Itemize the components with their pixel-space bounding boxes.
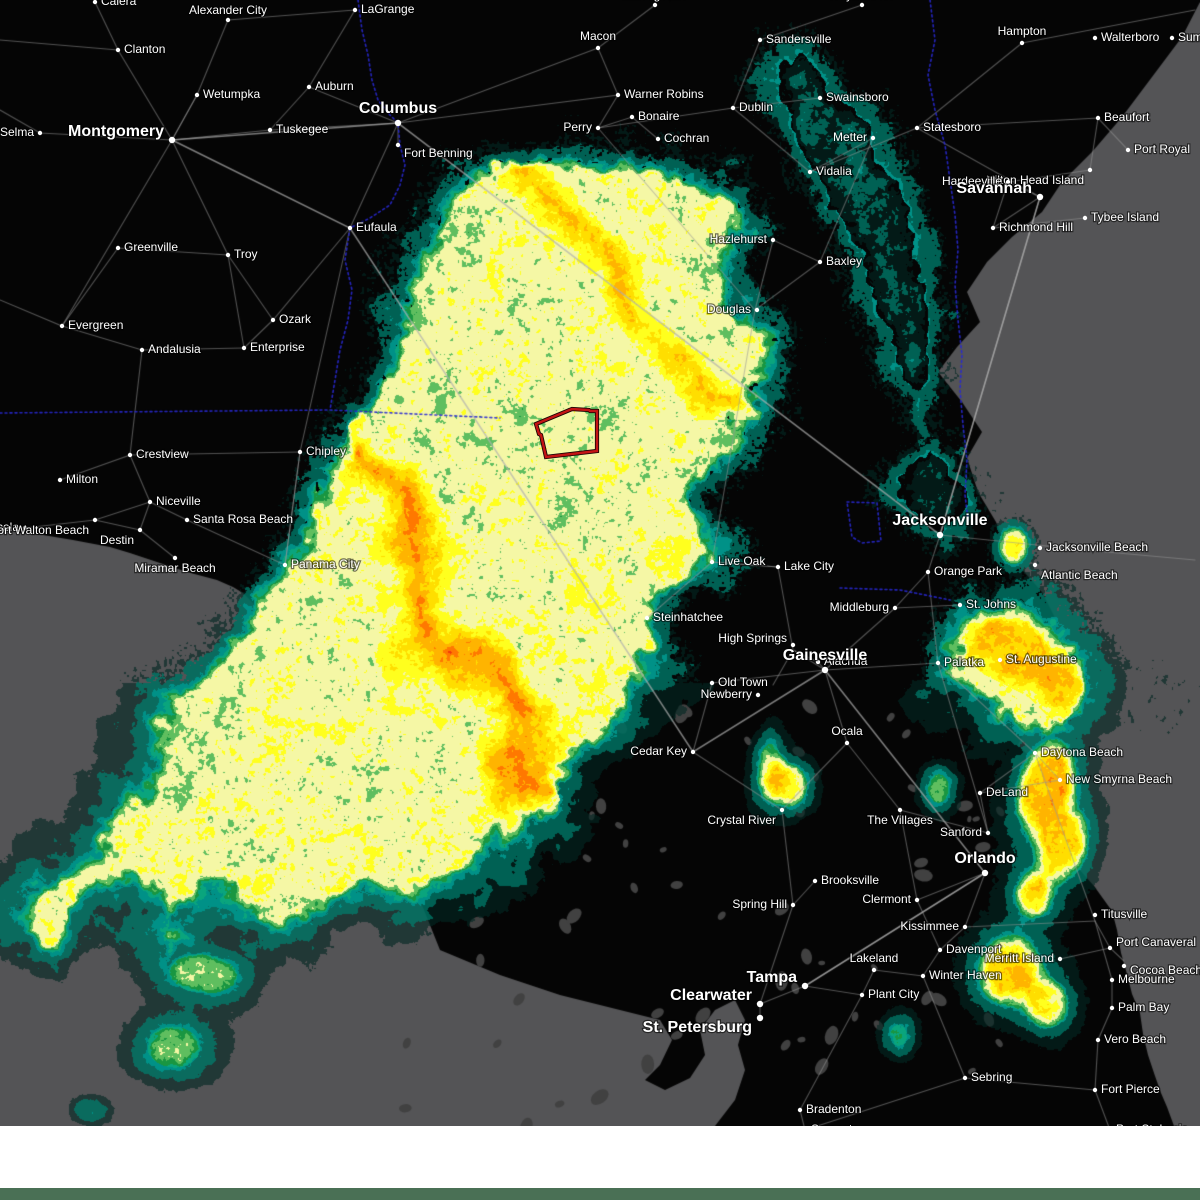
svg-text:Andalusia: Andalusia <box>148 342 201 356</box>
svg-text:Macon: Macon <box>580 29 616 43</box>
svg-text:Ozark: Ozark <box>279 312 312 326</box>
svg-text:Orlando: Orlando <box>954 850 1016 867</box>
svg-text:Gainesville: Gainesville <box>783 647 868 664</box>
svg-text:Lakeland: Lakeland <box>850 951 899 965</box>
svg-text:Miramar Beach: Miramar Beach <box>134 561 215 575</box>
svg-text:Swainsboro: Swainsboro <box>826 90 889 104</box>
svg-text:Crestview: Crestview <box>136 447 189 461</box>
svg-text:Wetumpka: Wetumpka <box>203 87 260 101</box>
svg-text:St. Petersburg: St. Petersburg <box>643 1019 752 1036</box>
svg-text:High Springs: High Springs <box>718 631 787 645</box>
svg-text:Lake City: Lake City <box>784 559 834 573</box>
svg-text:Clearwater: Clearwater <box>670 987 752 1004</box>
svg-text:Milton: Milton <box>66 472 98 486</box>
svg-text:Tybee Island: Tybee Island <box>1091 210 1159 224</box>
svg-text:Newberry: Newberry <box>701 687 752 701</box>
svg-text:Bonaire: Bonaire <box>638 109 680 123</box>
svg-text:Metter: Metter <box>833 130 867 144</box>
svg-text:Greenville: Greenville <box>124 240 178 254</box>
svg-text:Atlantic Beach: Atlantic Beach <box>1041 568 1118 582</box>
svg-text:Destin: Destin <box>100 533 134 547</box>
svg-text:Fort Pierce: Fort Pierce <box>1101 1082 1160 1096</box>
svg-text:Hazlehurst: Hazlehurst <box>710 232 768 246</box>
svg-text:Niceville: Niceville <box>156 494 201 508</box>
svg-text:Clanton: Clanton <box>124 42 165 56</box>
svg-text:Statesboro: Statesboro <box>923 120 981 134</box>
svg-text:Brooksville: Brooksville <box>821 873 879 887</box>
svg-text:Port Canaveral: Port Canaveral <box>1116 935 1196 949</box>
svg-text:Alexander City: Alexander City <box>189 3 267 17</box>
svg-text:Live Oak: Live Oak <box>718 554 766 568</box>
svg-text:Summerville: Summerville <box>1178 30 1200 44</box>
svg-text:Milledgeville: Milledgeville <box>622 0 688 2</box>
svg-text:Jacksonville: Jacksonville <box>892 512 987 529</box>
svg-text:Columbus: Columbus <box>359 100 437 117</box>
svg-text:Daytona Beach: Daytona Beach <box>1041 745 1123 759</box>
svg-text:Middleburg: Middleburg <box>830 600 889 614</box>
svg-text:Auburn: Auburn <box>315 79 354 93</box>
svg-text:Waynesboro: Waynesboro <box>829 0 896 2</box>
svg-text:Santa Rosa Beach: Santa Rosa Beach <box>193 512 293 526</box>
svg-text:Troy: Troy <box>234 247 258 261</box>
svg-text:Selma: Selma <box>0 125 34 139</box>
svg-text:Titusville: Titusville <box>1101 907 1148 921</box>
svg-text:Warner Robins: Warner Robins <box>624 87 704 101</box>
svg-text:Hampton: Hampton <box>998 24 1047 38</box>
svg-text:Crystal River: Crystal River <box>707 813 776 827</box>
svg-text:Cochran: Cochran <box>664 131 709 145</box>
svg-text:Orange Park: Orange Park <box>934 564 1003 578</box>
svg-text:Sandersville: Sandersville <box>766 32 832 46</box>
svg-text:Douglas: Douglas <box>707 302 751 316</box>
svg-text:Melbourne: Melbourne <box>1118 972 1175 986</box>
svg-text:Palm Bay: Palm Bay <box>1118 1000 1169 1014</box>
svg-text:DeLand: DeLand <box>986 785 1028 799</box>
svg-text:Steinhatchee: Steinhatchee <box>653 610 723 624</box>
svg-text:Montgomery: Montgomery <box>68 123 164 140</box>
svg-text:Clermont: Clermont <box>862 892 911 906</box>
svg-text:Richmond Hill: Richmond Hill <box>999 220 1073 234</box>
svg-text:Baxley: Baxley <box>826 254 862 268</box>
svg-text:Fort Walton Beach: Fort Walton Beach <box>0 523 89 537</box>
svg-text:Beaufort: Beaufort <box>1104 110 1150 124</box>
svg-text:Ocala: Ocala <box>831 724 863 738</box>
svg-text:St. Augustine: St. Augustine <box>1006 652 1077 666</box>
svg-text:Spring Hill: Spring Hill <box>732 897 787 911</box>
svg-text:The Villages: The Villages <box>867 813 933 827</box>
svg-text:Panama City: Panama City <box>291 557 360 571</box>
svg-text:Enterprise: Enterprise <box>250 340 305 354</box>
svg-text:Cedar Key: Cedar Key <box>630 744 687 758</box>
svg-text:Vero Beach: Vero Beach <box>1104 1032 1166 1046</box>
svg-text:Davenport: Davenport <box>946 942 1002 956</box>
svg-text:Plant City: Plant City <box>868 987 919 1001</box>
svg-text:Chipley: Chipley <box>306 444 346 458</box>
svg-text:St. Johns: St. Johns <box>966 597 1016 611</box>
svg-text:Walterboro: Walterboro <box>1101 30 1160 44</box>
svg-text:Eufaula: Eufaula <box>356 220 397 234</box>
svg-text:Port Royal: Port Royal <box>1134 142 1190 156</box>
svg-text:Kissimmee: Kissimmee <box>900 919 959 933</box>
svg-text:Palatka: Palatka <box>944 655 984 669</box>
svg-text:Bradenton: Bradenton <box>806 1102 861 1116</box>
svg-text:New Smyrna Beach: New Smyrna Beach <box>1066 772 1172 786</box>
svg-text:Sebring: Sebring <box>971 1070 1012 1084</box>
svg-text:Sanford: Sanford <box>940 825 982 839</box>
svg-text:Dublin: Dublin <box>739 100 773 114</box>
svg-text:LaGrange: LaGrange <box>361 2 415 16</box>
svg-text:Old Town: Old Town <box>718 675 768 689</box>
svg-text:Tampa: Tampa <box>747 969 797 986</box>
svg-text:Vidalia: Vidalia <box>816 164 852 178</box>
svg-text:Evergreen: Evergreen <box>68 318 123 332</box>
svg-text:Perry: Perry <box>563 120 592 134</box>
svg-text:Tuskegee: Tuskegee <box>276 122 329 136</box>
svg-text:Calera: Calera <box>101 0 137 8</box>
svg-text:Winter Haven: Winter Haven <box>929 968 1002 982</box>
svg-text:Jacksonville Beach: Jacksonville Beach <box>1046 540 1148 554</box>
svg-text:Fort Benning: Fort Benning <box>404 146 473 160</box>
svg-text:Savannah: Savannah <box>956 180 1032 197</box>
